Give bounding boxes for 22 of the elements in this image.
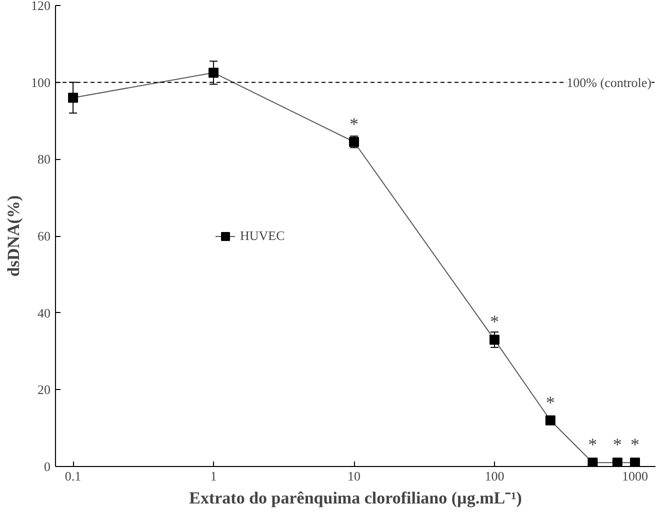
y-tick-label: 120 — [31, 0, 50, 13]
annotation: * — [588, 434, 598, 455]
y-tick-label: 80 — [38, 152, 50, 167]
x-tick-label: 100 — [484, 468, 504, 484]
y-tick-label: 60 — [38, 228, 50, 244]
x-tick-label: 10 — [348, 468, 361, 484]
y-axis-title: dsDNA(%) — [4, 195, 23, 277]
annotation: * — [630, 434, 640, 455]
annotation: * — [612, 434, 622, 455]
annotation: * — [350, 114, 359, 134]
y-tick-label: 40 — [38, 305, 50, 320]
x-tick-label: 1000 — [622, 468, 648, 484]
legend-label: HUVEC — [240, 228, 285, 244]
annotation: * — [490, 312, 499, 332]
y-tick-label: 100 — [31, 74, 50, 90]
ref-line-label: 100% (controle) — [566, 74, 652, 90]
y-tick-label: 20 — [38, 382, 50, 398]
x-tick-label: 0.1 — [64, 468, 82, 484]
annotation: * — [546, 392, 555, 412]
y-tick-label: 0 — [44, 459, 50, 474]
x-tick-label: 1 — [210, 468, 217, 484]
x-axis-title: Extrato do parênquima clorofiliano (µg.mL⁻¹) — [189, 488, 522, 508]
